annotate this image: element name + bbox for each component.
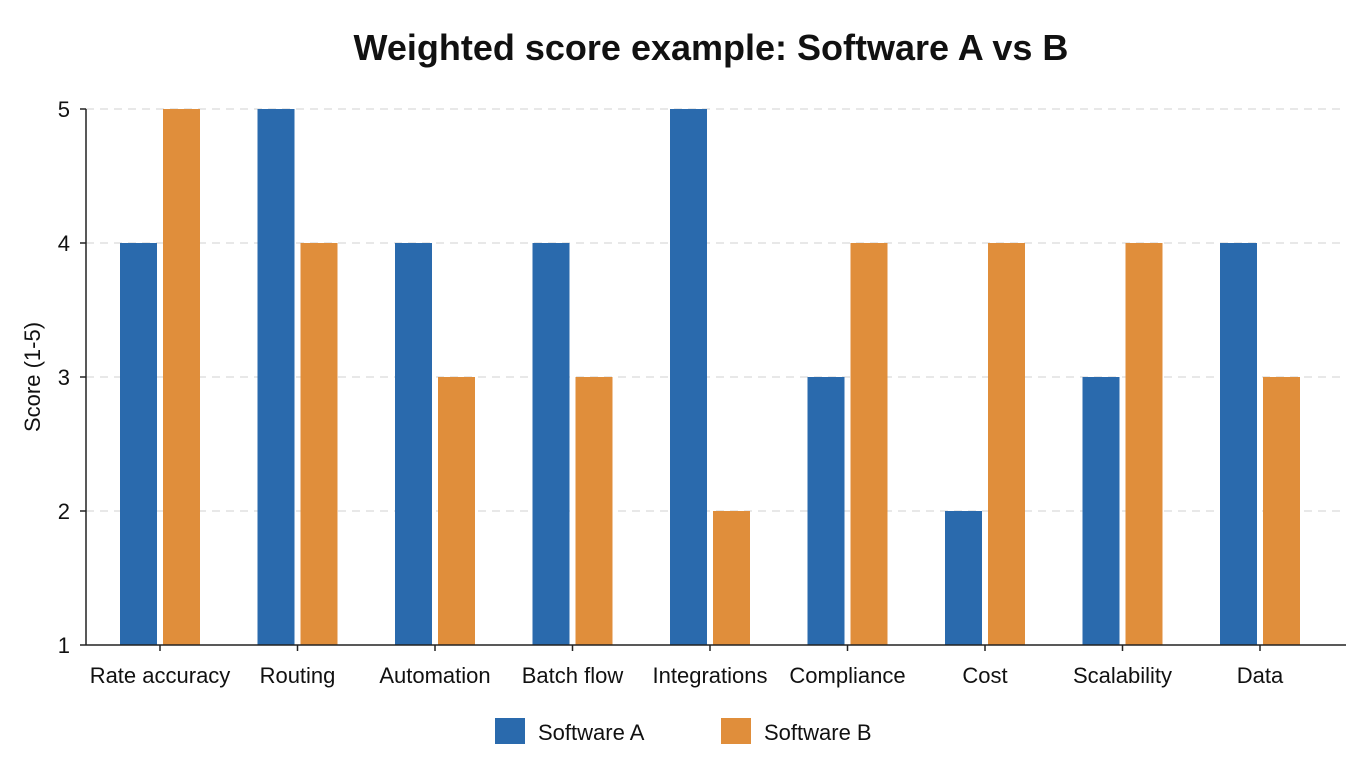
- legend: Software A Software B: [495, 718, 872, 745]
- bar-software-b-routing: [300, 243, 338, 645]
- x-tick-label: Automation: [379, 663, 490, 688]
- bar-software-a-data: [1220, 243, 1257, 645]
- legend-swatch-software-b: [721, 718, 751, 744]
- x-tick-label: Routing: [260, 663, 336, 688]
- bar-software-a-scalability: [1082, 377, 1120, 645]
- x-tick-label: Cost: [962, 663, 1007, 688]
- y-tick-label: 4: [58, 231, 70, 256]
- bar-software-a-automation: [395, 243, 432, 645]
- bar-software-b-cost: [988, 243, 1025, 645]
- x-tick-label: Compliance: [789, 663, 905, 688]
- x-tick-label: Integrations: [653, 663, 768, 688]
- bar-software-b-data: [1263, 377, 1300, 645]
- bar-software-b-batch-flow: [575, 377, 613, 645]
- y-tick-label: 2: [58, 499, 70, 524]
- axes: [80, 108, 1346, 651]
- bar-software-b-integrations: [713, 511, 750, 645]
- y-axis-label: Score (1-5): [20, 322, 45, 432]
- bar-software-b-automation: [438, 377, 475, 645]
- x-tick-label: Scalability: [1073, 663, 1172, 688]
- x-tick-label: Batch flow: [522, 663, 624, 688]
- bar-software-a-cost: [945, 511, 982, 645]
- bar-software-b-compliance: [850, 243, 888, 645]
- bar-software-a-batch-flow: [532, 243, 570, 645]
- legend-swatch-software-a: [495, 718, 525, 744]
- x-tick-label: Rate accuracy: [90, 663, 231, 688]
- bar-software-a-integrations: [670, 109, 707, 645]
- bar-software-b-scalability: [1125, 243, 1163, 645]
- x-tick-label: Data: [1237, 663, 1284, 688]
- legend-label-software-a: Software A: [538, 720, 645, 745]
- bars: [120, 109, 1300, 645]
- bar-software-a-rate-accuracy: [120, 243, 157, 645]
- chart-title: Weighted score example: Software A vs B: [354, 27, 1069, 68]
- tick-labels: 1 2 3 4 5 Rate accuracy Routing Automation Batch…: [58, 97, 1284, 688]
- y-tick-label: 5: [58, 97, 70, 122]
- bar-software-a-routing: [257, 109, 295, 645]
- bar-software-a-compliance: [807, 377, 845, 645]
- y-tick-label: 3: [58, 365, 70, 390]
- y-tick-label: 1: [58, 633, 70, 658]
- bar-software-b-rate-accuracy: [163, 109, 200, 645]
- legend-label-software-b: Software B: [764, 720, 872, 745]
